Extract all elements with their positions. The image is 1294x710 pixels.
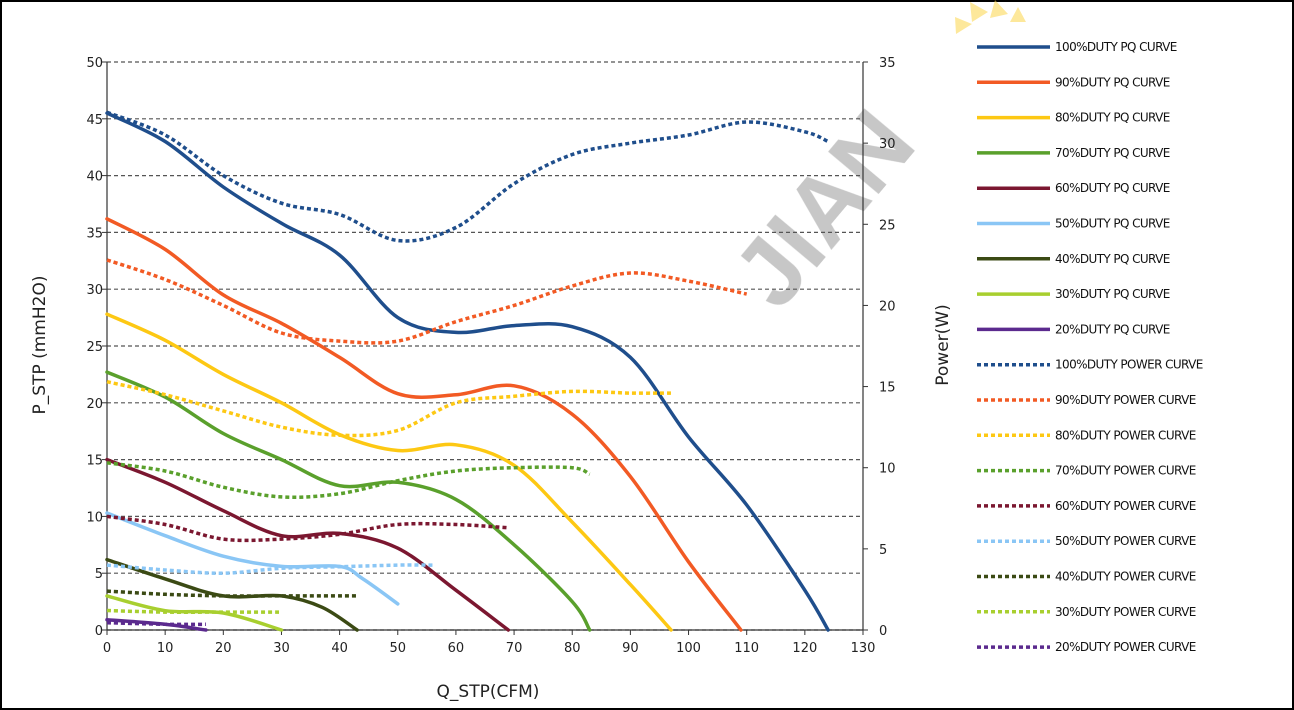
series-line-11 (106, 258, 748, 345)
series-lines (105, 110, 830, 632)
x-tick-label: 40 (331, 641, 348, 656)
x-tick-label: 10 (157, 641, 174, 656)
legend-label: 20%DUTY PQ CURVE (1055, 322, 1170, 336)
legend-label: 40%DUTY POWER CURVE (1055, 570, 1196, 584)
series-line-7 (105, 557, 359, 632)
y-tick-label: 5 (95, 567, 103, 582)
y2-tick-label: 20 (879, 299, 896, 314)
legend-label: 90%DUTY PQ CURVE (1055, 75, 1170, 89)
x-tick-label: 130 (851, 641, 876, 656)
series-line-13 (106, 461, 591, 499)
series-line-4 (105, 370, 592, 632)
y-tick-label: 50 (86, 56, 103, 71)
x-tick-label: 60 (448, 641, 465, 656)
y-tick-label: 40 (86, 170, 103, 185)
y2-tick-label: 5 (879, 543, 887, 558)
y2-axis-title: Power(W) (933, 304, 953, 385)
x-tick-label: 100 (676, 641, 701, 656)
y2-tick-label: 0 (879, 624, 887, 639)
x-tick-label: 70 (506, 641, 523, 656)
legend: 100%DUTY PQ CURVE 90%DUTY PQ CURVE 80%DUTY… (977, 40, 1203, 654)
grid-lines (107, 61, 863, 631)
x-tick-label: 90 (622, 641, 639, 656)
series-line-6 (105, 511, 400, 606)
x-tick-label: 80 (564, 641, 581, 656)
legend-label: 60%DUTY POWER CURVE (1055, 499, 1196, 513)
series-line-3 (105, 312, 673, 632)
series-line-18 (106, 620, 206, 627)
series-line-16 (106, 589, 358, 598)
y-tick-label: 10 (86, 510, 103, 525)
series-line-15 (106, 563, 433, 575)
legend-label: 40%DUTY PQ CURVE (1055, 252, 1170, 266)
y2-tick-label: 15 (879, 381, 896, 396)
legend-label: 80%DUTY POWER CURVE (1055, 428, 1196, 442)
legend-label: 20%DUTY POWER CURVE (1055, 640, 1196, 654)
y-axis-ticks: 0 5 10 15 20 25 30 35 40 45 50 (86, 56, 107, 639)
legend-label: 30%DUTY PQ CURVE (1055, 287, 1170, 301)
watermark-logo: JIAN (713, 0, 1026, 327)
x-tick-label: 20 (215, 641, 232, 656)
x-tick-label: 50 (389, 641, 406, 656)
y-tick-label: 25 (86, 340, 103, 355)
series-line-14 (106, 514, 509, 543)
x-tick-label: 30 (273, 641, 290, 656)
y2-axis-ticks: 0 5 10 15 20 25 30 35 (863, 56, 896, 639)
y2-tick-label: 30 (879, 137, 896, 152)
series-line-5 (105, 457, 511, 632)
legend-label: 90%DUTY POWER CURVE (1055, 393, 1196, 407)
y-tick-label: 20 (86, 397, 103, 412)
legend-label: 30%DUTY POWER CURVE (1055, 605, 1196, 619)
svg-text:JIAN: JIAN (713, 91, 936, 327)
series-line-2 (105, 217, 743, 632)
legend-label: 100%DUTY POWER CURVE (1055, 358, 1203, 372)
x-tick-label: 0 (103, 641, 111, 656)
y-axis-title: P_STP (mmH2O) (30, 276, 50, 415)
legend-label: 80%DUTY PQ CURVE (1055, 111, 1170, 125)
x-tick-label: 120 (792, 641, 817, 656)
legend-label: 100%DUTY PQ CURVE (1055, 40, 1177, 54)
y2-tick-label: 25 (879, 218, 896, 233)
series-line-17 (106, 608, 282, 614)
y-tick-label: 30 (86, 283, 103, 298)
y-tick-label: 0 (95, 624, 103, 639)
y-tick-label: 45 (86, 113, 103, 128)
x-axis-title: Q_STP(CFM) (437, 682, 540, 702)
x-axis-ticks: 0 10 20 30 40 50 60 70 80 90 100 110 120 130 (103, 630, 876, 656)
y2-tick-label: 35 (879, 56, 896, 71)
legend-label: 50%DUTY PQ CURVE (1055, 217, 1170, 231)
y2-tick-label: 10 (879, 462, 896, 477)
legend-label: 60%DUTY PQ CURVE (1055, 181, 1170, 195)
series-line-1 (105, 111, 830, 632)
y-tick-label: 15 (86, 454, 103, 469)
legend-label: 70%DUTY PQ CURVE (1055, 146, 1170, 160)
series-line-10 (106, 110, 829, 243)
legend-label: 70%DUTY POWER CURVE (1055, 464, 1196, 478)
legend-label: 50%DUTY POWER CURVE (1055, 534, 1196, 548)
x-tick-label: 110 (734, 641, 759, 656)
y-tick-label: 35 (86, 226, 103, 241)
series-line-12 (106, 379, 672, 438)
